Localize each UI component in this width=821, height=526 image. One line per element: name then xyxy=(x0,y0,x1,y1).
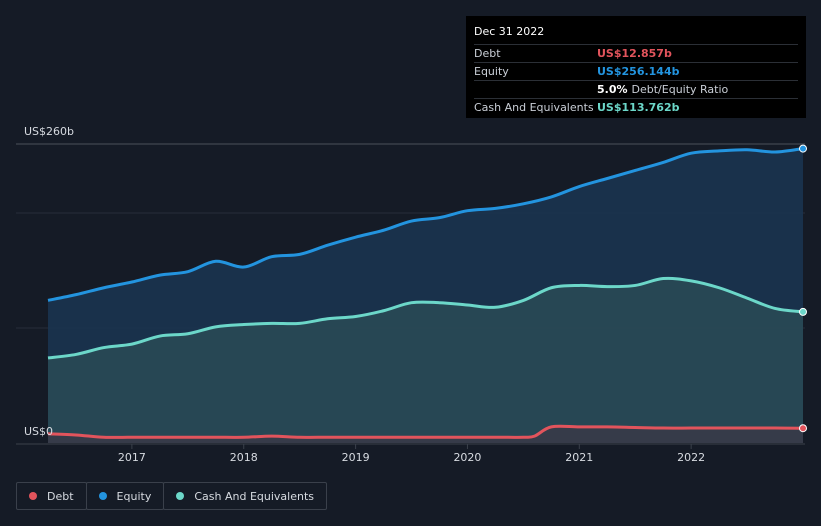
series-areas xyxy=(48,148,803,443)
legend: Debt Equity Cash And Equivalents xyxy=(16,482,327,510)
cash-dot-icon xyxy=(176,492,185,500)
tooltip-debt-row: Debt US$12.857b xyxy=(474,44,798,62)
equity-line xyxy=(47,147,804,302)
equity-dot-icon xyxy=(98,492,107,500)
x-tick-label: 2019 xyxy=(342,451,370,464)
legend-equity-label: Equity xyxy=(116,489,152,503)
cash-end-marker xyxy=(799,307,807,316)
x-tick-label: 2018 xyxy=(230,451,258,464)
y-axis-top-label: US$260b xyxy=(24,125,74,138)
legend-item-cash[interactable]: Cash And Equivalents xyxy=(163,482,327,510)
tooltip-ratio-value: 5.0% xyxy=(597,83,628,96)
cash-line xyxy=(47,276,804,360)
cash-area xyxy=(48,278,803,443)
debt-dot-icon xyxy=(29,492,37,500)
tooltip-panel: Dec 31 2022 Debt US$12.857b Equity US$25… xyxy=(466,16,806,118)
legend-item-debt[interactable]: Debt xyxy=(16,482,87,510)
tooltip-date: Dec 31 2022 xyxy=(474,25,545,38)
x-tick-label: 2017 xyxy=(118,451,146,464)
tooltip-equity-label: Equity xyxy=(474,65,509,78)
tooltip-equity-row: Equity US$256.144b xyxy=(474,62,798,80)
x-tick-label: 2021 xyxy=(565,451,593,464)
x-axis-ticks: 2017 2018 2019 2020 2021 2022 xyxy=(118,444,705,464)
debt-line xyxy=(47,424,804,439)
legend-debt-label: Debt xyxy=(47,489,74,503)
tooltip-cash-value: US$113.762b xyxy=(597,101,680,114)
legend-item-equity[interactable]: Equity xyxy=(85,482,165,510)
equity-end-marker xyxy=(799,144,807,153)
y-axis-bottom-label: US$0 xyxy=(24,425,53,438)
legend-cash-label: Cash And Equivalents xyxy=(194,489,314,503)
tooltip-debt-label: Debt xyxy=(474,47,501,60)
tooltip-ratio-label: Debt/Equity Ratio xyxy=(631,83,729,96)
end-markers xyxy=(799,144,807,433)
x-tick-label: 2020 xyxy=(453,451,481,464)
debt-end-marker xyxy=(799,424,807,433)
series-lines xyxy=(47,147,804,439)
tooltip-cash-label: Cash And Equivalents xyxy=(474,101,594,114)
tooltip-ratio-row: 5.0% Debt/Equity Ratio xyxy=(474,80,798,98)
tooltip-cash-row: Cash And Equivalents US$113.762b xyxy=(474,98,798,116)
tooltip-debt-value: US$12.857b xyxy=(597,47,672,60)
x-tick-label: 2022 xyxy=(677,451,705,464)
tooltip-equity-value: US$256.144b xyxy=(597,65,680,78)
